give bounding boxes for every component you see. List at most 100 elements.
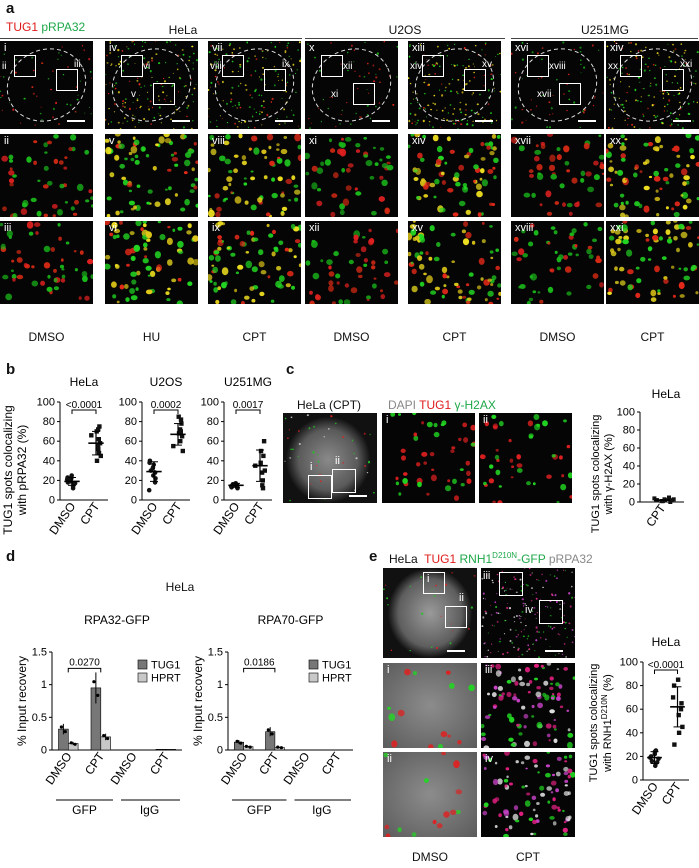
- panel-e-inset-label-i: i: [427, 573, 429, 585]
- panel-a-label-0-bot: iii: [4, 222, 11, 234]
- panel-c-scale-bar: [349, 495, 367, 497]
- inset-box-1-1: [153, 83, 175, 105]
- panel-d-chart-1-xcat-3: CPT: [319, 749, 345, 777]
- condition-label-1: HU: [105, 330, 198, 344]
- panel-a-label-5-mid: xvii: [515, 135, 531, 147]
- panel-c-inset-image-label-1: i: [386, 414, 388, 426]
- panel-e-chart-pvalue: <0.0001: [648, 660, 685, 671]
- panel-c-chart-title: HeLa: [652, 387, 681, 401]
- panel-b-plot-2-xcat-1: CPT: [241, 499, 267, 527]
- scale-bar-5: [578, 120, 596, 122]
- panel-d-chart-0-dot-a-1-0: [70, 741, 73, 744]
- panel-e-scale-bar-left: [447, 650, 465, 652]
- panel-e-chart-point-1-6: [671, 695, 675, 699]
- panel-e-chart-ytick-label-4: 80: [626, 680, 638, 692]
- micrograph-2-0: vii viii ix: [208, 41, 301, 129]
- panel-c-chart: TUG1 spots colocalizing with γ-H2AX (%) …: [560, 360, 699, 540]
- panel-b-plot-0-ytick-label-2: 40: [43, 455, 55, 467]
- micro-speckles-1-2: [105, 221, 198, 304]
- scale-bar-0: [67, 120, 85, 122]
- micrograph-5-1: xvii: [511, 134, 604, 217]
- panel-e-cpt-inset-speckles-1: [481, 663, 575, 748]
- panel-c-legend: DAPI TUG1 γ-H2AX: [388, 398, 496, 412]
- scale-bar-3: [372, 120, 390, 122]
- inset-label-6-2: xxi: [680, 59, 692, 70]
- panel-e-letter: e: [369, 548, 377, 565]
- panel-c-ytick-label-1: 20: [623, 479, 635, 491]
- micrograph-1-2: vi: [105, 221, 198, 304]
- panel-b-plot-1-point-1-2: [181, 449, 185, 453]
- panel-c-inset-box-1: [308, 475, 332, 499]
- panel-e-chart-xcat-1: CPT: [659, 779, 685, 807]
- panel-b-plot-0-pvalue: <0.0001: [66, 400, 103, 411]
- condition-label-2: CPT: [208, 330, 301, 344]
- panel-d-chart-1-pvalue: 0.0186: [244, 657, 275, 668]
- inset-label-4-2: xv: [482, 59, 492, 70]
- group-u251mg-line: [511, 38, 698, 39]
- panel-d-chart-1-dot-b-1-0: [249, 746, 252, 749]
- inset-box-2-2: [264, 69, 286, 91]
- micrograph-6-2: xxi: [606, 221, 699, 304]
- panel-a-label-4-bot: xv: [412, 222, 423, 234]
- inset-label-2-2: ix: [282, 59, 289, 70]
- panel-b-plot-1-point-0-9: [147, 461, 152, 466]
- condition-label-3: DMSO: [305, 330, 398, 344]
- panel-e-cond-1: CPT: [481, 850, 575, 864]
- panel-c-inset-image-label-2: ii: [483, 414, 488, 426]
- panel-c-ytick-label-4: 80: [623, 425, 635, 437]
- panel-e-dmso-overview: i ii: [383, 568, 477, 658]
- panel-d-chart-0-dot-b-1-0: [74, 743, 77, 746]
- panel-b-plot-0-ytick-label-4: 80: [43, 416, 55, 428]
- panel-d-chart-0-bar-1-3: [166, 749, 176, 750]
- panel-a-label-4-top: xiii: [412, 42, 425, 54]
- panel-a-label-1-mid: v: [109, 135, 115, 147]
- panel-a-label-4-mid: xiv: [412, 135, 425, 147]
- panel-a-label-3-bot: xii: [309, 222, 319, 234]
- panel-d-chart-1-ytick-label-2: 1: [217, 679, 223, 691]
- panel-d-chart-0-title: RPA32-GFP: [84, 613, 150, 627]
- legend-tug1-c: TUG1: [419, 398, 451, 412]
- panel-e-ylabel-sup: D210N: [600, 694, 609, 719]
- panel-b-plot-0-xcat-1: CPT: [77, 499, 103, 527]
- panel-d-chart-1-dot-a-1-1: [276, 746, 279, 749]
- condition-label-0: DMSO: [0, 330, 93, 344]
- scale-bar-6: [673, 120, 691, 122]
- panel-d-chart-0-group-0: GFP: [72, 803, 97, 817]
- panel-b-plot-1-ytick-label-4: 80: [125, 416, 137, 428]
- panel-b-plot-1-point-0-8: [147, 488, 152, 493]
- panel-d-chart-0-dot-b-0-1: [96, 694, 99, 697]
- panel-b-plot-1-point-1-5: [178, 439, 182, 443]
- panel-c-inset-image-2: ii: [479, 413, 572, 503]
- panel-a-legend: TUG1 pRPA32: [6, 20, 85, 34]
- panel-e-legend: HeLa TUG1 RNH1D210N-GFP pRPA32: [389, 551, 593, 566]
- panel-d-chart-1-group-0: GFP: [247, 803, 272, 817]
- panel-d-chart-0-legend-label-0: TUG1: [151, 660, 180, 672]
- panel-d-chart-1-dot-a-1-0: [245, 745, 248, 748]
- panel-b-plot-0-point-1-6: [95, 459, 99, 463]
- inset-box-4-2: [464, 69, 486, 91]
- panel-d-chart-1-legend-label-0: TUG1: [322, 660, 351, 672]
- panel-a-label-1-top: iv: [109, 42, 117, 54]
- panel-b-plot-1-ytick-label-1: 20: [125, 475, 137, 487]
- panel-b-plot-1-ytick-label-5: 100: [119, 397, 137, 409]
- inset-label-6-1: xx: [608, 61, 618, 72]
- panel-c-title: HeLa (CPT): [297, 398, 361, 412]
- panel-e-inset-label-iii: iii: [483, 570, 490, 582]
- panel-b-plot-0-ytick-label-5: 100: [37, 397, 55, 409]
- panel-d-chart-0-dot-a-0-1: [92, 680, 95, 683]
- panel-b-plot-2-ytick-label-2: 40: [207, 455, 219, 467]
- panel-a-label-5-top: xvi: [515, 42, 528, 54]
- micrograph-4-2: xv: [408, 221, 501, 304]
- panel-c-inset-speckles-2: [479, 413, 572, 503]
- panel-a-label-6-mid: xx: [610, 135, 621, 147]
- panel-e-cpt-inset-2: iv: [481, 752, 575, 837]
- micrograph-0-2: iii: [0, 221, 93, 304]
- micrograph-3-1: xi: [305, 134, 398, 217]
- panel-b-plot-0-title: HeLa: [70, 375, 99, 389]
- condition-label-4: CPT: [408, 330, 501, 344]
- micrograph-1-0: iv v vi: [105, 41, 198, 129]
- panel-b-plot-0-point-0-6: [71, 486, 76, 491]
- inset-box-5-1: [559, 83, 581, 105]
- micrograph-6-1: xx: [606, 134, 699, 217]
- legend-rnh1-sup: D210N: [492, 551, 517, 560]
